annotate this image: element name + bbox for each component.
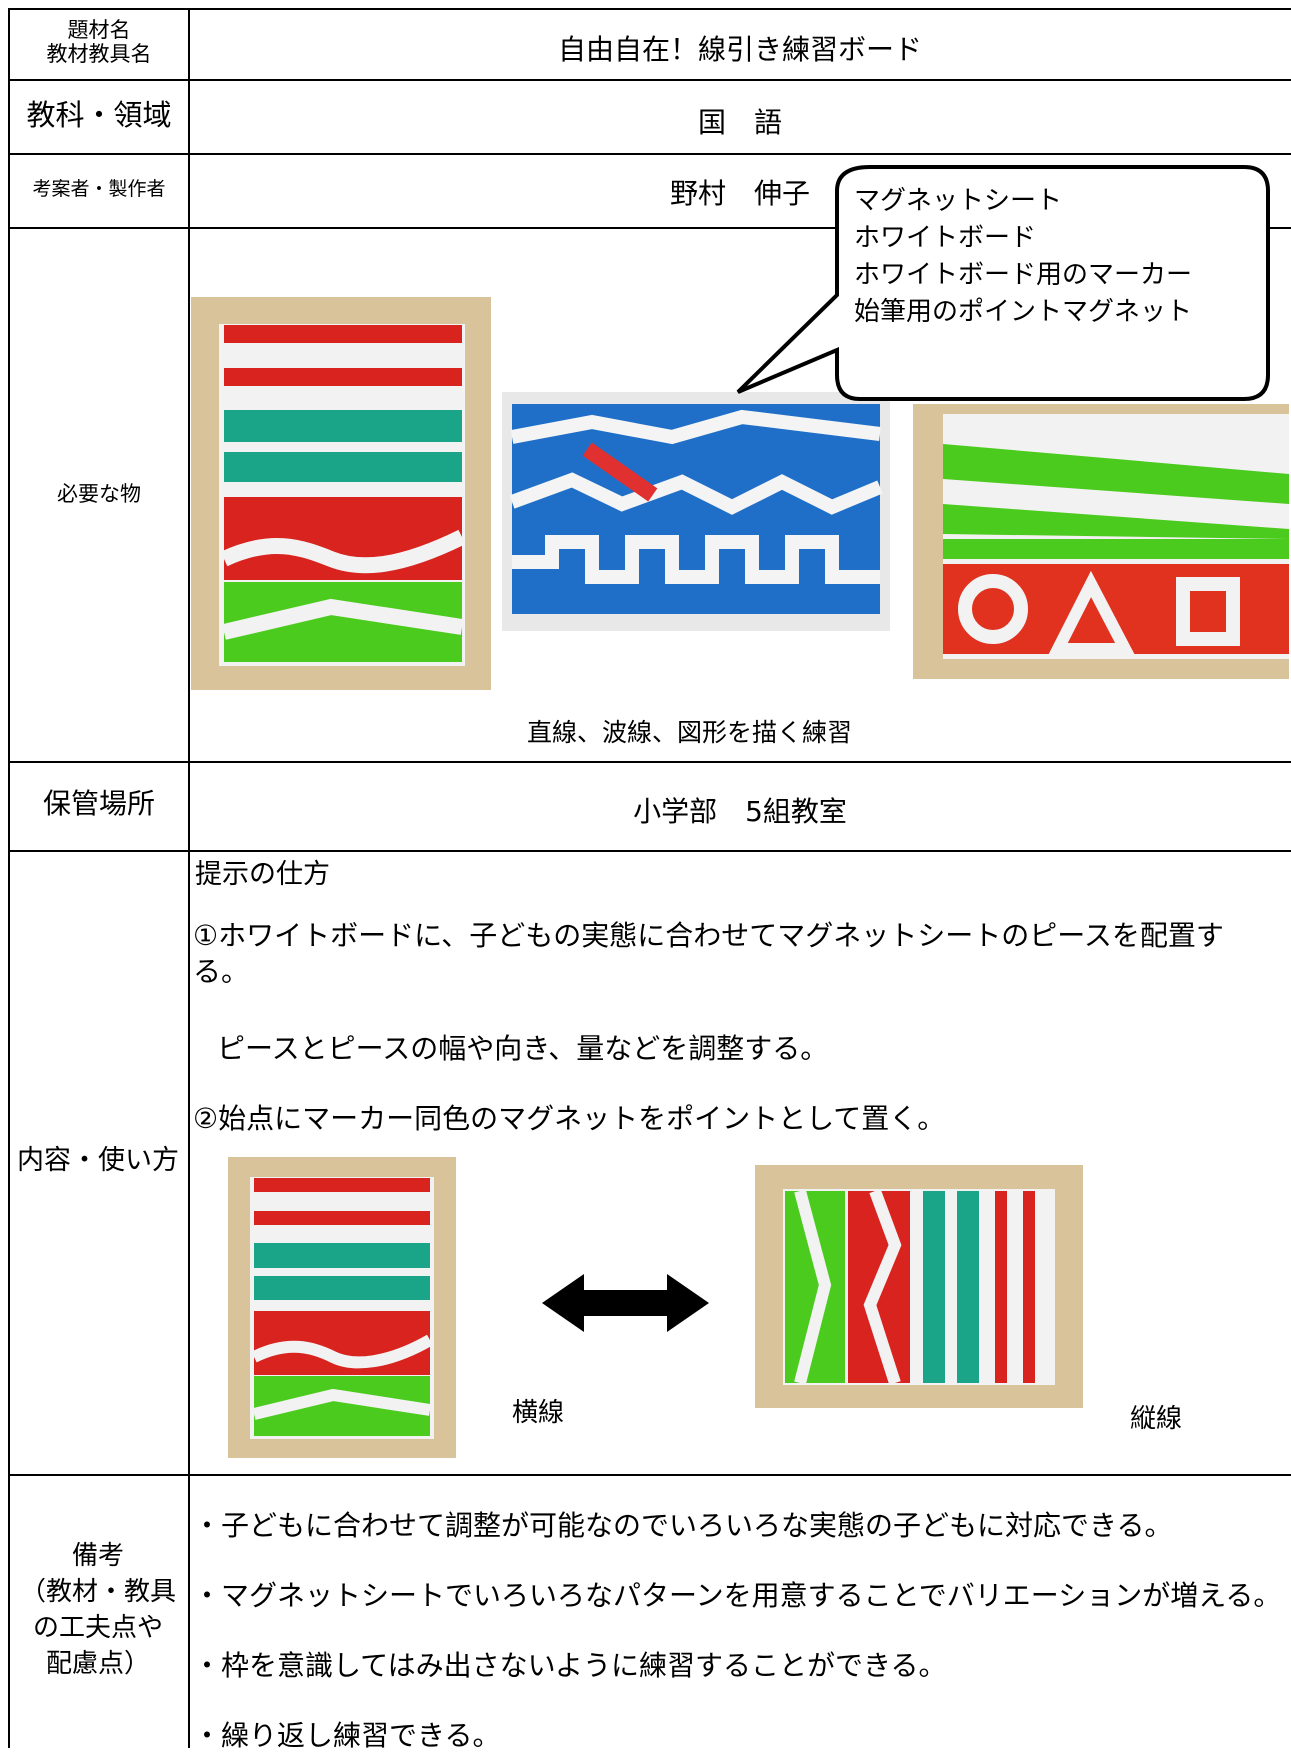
photo-label: 縦線 — [1130, 1404, 1183, 1434]
photo-label: 横線 — [512, 1398, 565, 1428]
rule — [9, 79, 1291, 81]
header-line: の工夫点や — [32, 1613, 163, 1643]
callout-line: マグネットシート — [854, 186, 1063, 216]
callout-line: ホワイトボード — [854, 223, 1037, 253]
caption: 直線、波線、図形を描く練習 — [527, 718, 853, 747]
rule — [9, 8, 1291, 10]
header-line: （教材・教具 — [19, 1577, 176, 1607]
step: ①ホワイトボードに、子どもの実態に合わせてマグネットシートのピースを配置する。 — [193, 919, 1224, 988]
note: ・繰り返し練習できる。 — [193, 1719, 501, 1752]
photo — [755, 1165, 1083, 1408]
location: 小学部 5組教室 — [633, 795, 847, 828]
callout-line: 始筆用のポイントマグネット — [854, 297, 1193, 327]
header-line: 配慮点） — [45, 1649, 150, 1679]
header: 備考 （教材・教具 の工夫点や 配慮点） — [5, 1538, 191, 1682]
title: 自由自在！線引き練習ボード — [557, 33, 922, 66]
rule — [9, 153, 1291, 155]
rule — [9, 850, 1291, 852]
callout: マグネットシート ホワイトボード ホワイトボード用のマーカー 始筆用のポイントマ… — [854, 183, 1192, 331]
author: 野村 伸子 — [670, 177, 811, 210]
header-line: 題材名 — [67, 18, 131, 42]
double-arrow — [542, 1274, 709, 1332]
note: ・マグネットシートでいろいろなパターンを用意することでバリエーションが増える。 — [193, 1579, 1282, 1612]
header: 考案者・製作者 — [32, 178, 166, 200]
photo — [913, 404, 1289, 679]
step: ②始点にマーカー同色のマグネットをポイントとして置く。 — [193, 1102, 946, 1135]
header-line: 教材教具名 — [46, 42, 152, 67]
header: 内容・使い方 — [17, 1145, 179, 1176]
header: 題材名 教材教具名 — [9, 18, 189, 66]
header: 教科・領域 — [26, 98, 172, 132]
rule — [9, 227, 1291, 229]
header: 保管場所 — [42, 787, 155, 820]
step: ピースとピースの幅や向き、量などを調整する。 — [217, 1032, 829, 1065]
subject: 国 語 — [697, 106, 782, 139]
rule — [9, 1474, 1291, 1476]
photo — [191, 297, 491, 690]
header: 必要な物 — [57, 482, 141, 506]
header-line: 備考 — [71, 1541, 124, 1571]
heading: 提示の仕方 — [195, 859, 330, 890]
photo — [502, 392, 890, 631]
rule — [188, 8, 190, 1748]
callout-bubble — [736, 165, 1270, 401]
note: ・枠を意識してはみ出さないように練習することができる。 — [193, 1649, 947, 1682]
rule — [8, 8, 10, 1748]
photo — [228, 1157, 456, 1458]
rule — [9, 761, 1291, 763]
callout-line: ホワイトボード用のマーカー — [854, 260, 1193, 290]
note: ・子どもに合わせて調整が可能なのでいろいろな実態の子どもに対応できる。 — [193, 1509, 1173, 1542]
